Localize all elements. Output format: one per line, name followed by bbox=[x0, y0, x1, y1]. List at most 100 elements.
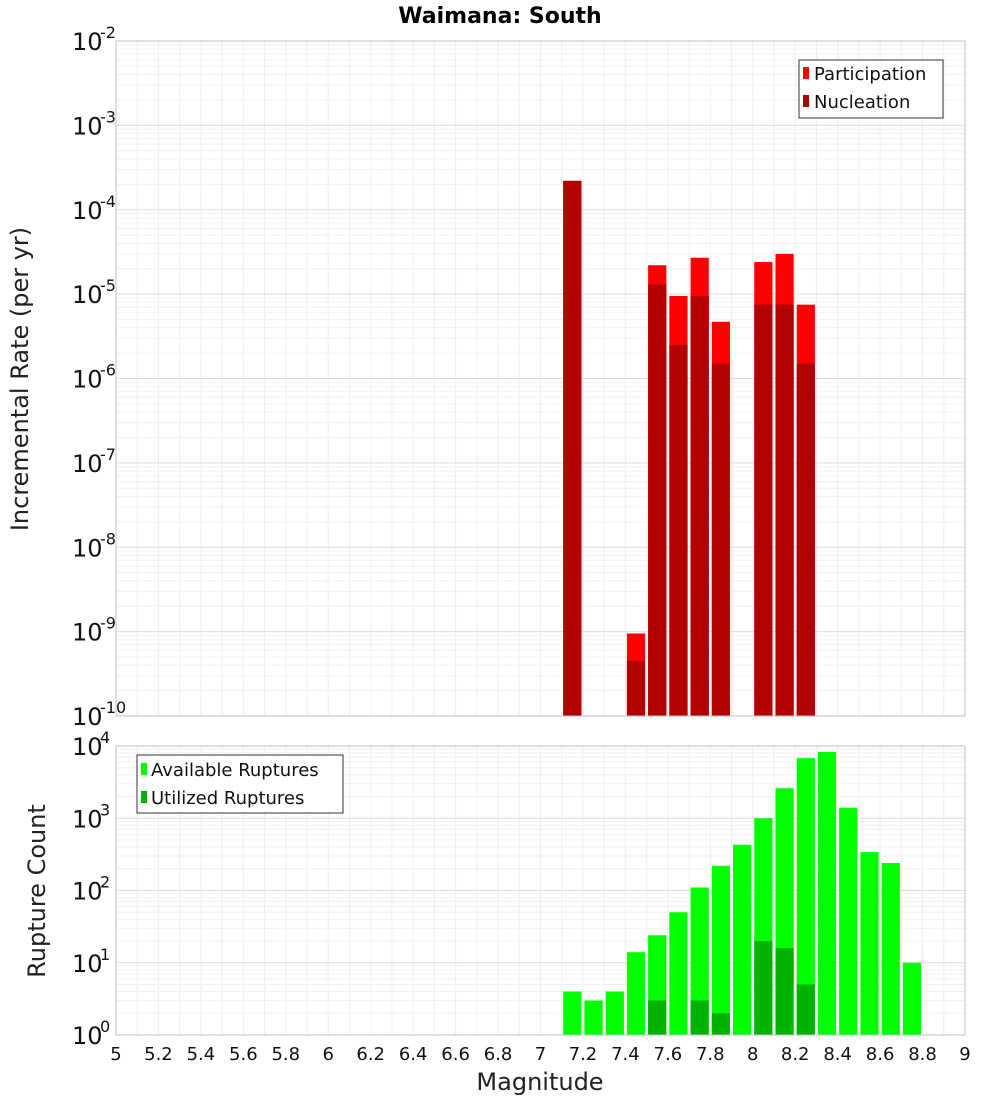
x-tick-label: 9 bbox=[959, 1044, 970, 1065]
nucleation-bar bbox=[626, 660, 646, 716]
utilized-swatch bbox=[141, 791, 147, 803]
rate-y-tick-base: 10 bbox=[72, 450, 103, 478]
count-y-tick-exponent: 3 bbox=[100, 800, 110, 819]
rate-y-tick-base: 10 bbox=[72, 28, 103, 56]
rate-y-axis-label: Incremental Rate (per yr) bbox=[6, 227, 34, 531]
available-ruptures-bar bbox=[563, 991, 582, 1035]
count-y-tick-base: 10 bbox=[72, 805, 103, 833]
nucleation-swatch bbox=[803, 95, 809, 107]
available-ruptures-bar bbox=[839, 807, 858, 1035]
utilized-ruptures-bar bbox=[711, 1013, 731, 1035]
x-axis-label: Magnitude bbox=[476, 1068, 603, 1096]
participation-swatch bbox=[803, 67, 809, 79]
x-tick-label: 5.4 bbox=[187, 1044, 216, 1065]
available-ruptures-bar bbox=[626, 952, 646, 1035]
count-y-tick-base: 10 bbox=[72, 733, 103, 761]
rate-y-tick-base: 10 bbox=[72, 281, 103, 309]
count-grid bbox=[116, 745, 965, 1036]
rate-y-tick-base: 10 bbox=[72, 619, 103, 647]
rate-plot-border bbox=[115, 40, 966, 717]
x-tick-label: 8.4 bbox=[823, 1044, 852, 1065]
utilized-ruptures-bar bbox=[796, 984, 815, 1035]
nucleation-bar bbox=[563, 180, 582, 716]
x-tick-label: 8.2 bbox=[781, 1044, 810, 1065]
count-y-tick-exponent: 4 bbox=[100, 728, 110, 747]
count-y-axis-label: Rupture Count bbox=[23, 804, 51, 978]
x-tick-label: 7.6 bbox=[654, 1044, 683, 1065]
x-tick-label: 7 bbox=[535, 1044, 546, 1065]
legend-utilized: Utilized Ruptures bbox=[151, 788, 304, 809]
utilized-ruptures-bar bbox=[648, 1000, 667, 1035]
legend-participation: Participation bbox=[814, 64, 926, 85]
count-legend-box bbox=[136, 754, 344, 814]
x-tick-label: 6 bbox=[323, 1044, 334, 1065]
x-tick-labels: 5 5.2 5.4 5.6 5.8 6 6.2 6.4 6.6 6.8 7 7.2 7.4 7.6 7.8 8… bbox=[110, 1044, 970, 1065]
rate-bars bbox=[563, 180, 815, 716]
available-ruptures-bar bbox=[817, 751, 837, 1035]
available-ruptures-bar bbox=[711, 865, 731, 1035]
available-ruptures-bar bbox=[860, 852, 879, 1035]
nucleation-bar bbox=[711, 363, 731, 716]
rate-legend-box bbox=[798, 59, 944, 119]
x-tick-label: 7.4 bbox=[611, 1044, 640, 1065]
rate-legend: Participation Nucleation bbox=[798, 59, 944, 119]
count-y-tick-base: 10 bbox=[72, 1022, 103, 1050]
count-bars bbox=[563, 751, 922, 1035]
available-ruptures-bar bbox=[733, 844, 752, 1035]
available-ruptures-bar bbox=[584, 1000, 603, 1035]
rate-y-tick-exponent: -10 bbox=[100, 698, 126, 717]
count-plot-border bbox=[115, 745, 966, 1036]
rate-y-tick-base: 10 bbox=[72, 112, 103, 140]
x-tick-label: 6.2 bbox=[356, 1044, 385, 1065]
count-y-tick-exponent: 2 bbox=[100, 873, 110, 892]
rate-y-tick-exponent: -4 bbox=[100, 192, 116, 211]
available-ruptures-bar bbox=[796, 758, 815, 1035]
available-ruptures-bar bbox=[902, 962, 922, 1035]
nucleation-bar bbox=[690, 296, 709, 716]
rate-y-tick-base: 10 bbox=[72, 534, 103, 562]
utilized-ruptures-bar bbox=[754, 941, 773, 1035]
available-swatch bbox=[141, 763, 147, 775]
nucleation-bar bbox=[796, 363, 815, 716]
x-tick-label: 8.6 bbox=[866, 1044, 895, 1065]
count-y-tick-base: 10 bbox=[72, 878, 103, 906]
available-ruptures-bar bbox=[881, 863, 900, 1035]
nucleation-bar bbox=[754, 304, 773, 716]
x-tick-label: 7.2 bbox=[569, 1044, 598, 1065]
rate-y-tick-exponent: -7 bbox=[100, 445, 116, 464]
x-tick-label: 8 bbox=[747, 1044, 758, 1065]
x-tick-label: 6.6 bbox=[441, 1044, 470, 1065]
x-tick-label: 5.6 bbox=[229, 1044, 258, 1065]
rate-y-tick-base: 10 bbox=[72, 703, 103, 731]
count-y-tick-exponent: 1 bbox=[100, 945, 110, 964]
legend-nucleation: Nucleation bbox=[814, 92, 910, 113]
utilized-ruptures-bar bbox=[775, 948, 794, 1035]
rate-y-tick-exponent: -8 bbox=[100, 529, 116, 548]
available-ruptures-bar bbox=[605, 991, 624, 1035]
count-y-tick-base: 10 bbox=[72, 950, 103, 978]
available-ruptures-bar bbox=[690, 887, 709, 1035]
rate-y-tick-exponent: -5 bbox=[100, 276, 116, 295]
x-tick-label: 5.2 bbox=[144, 1044, 173, 1065]
x-tick-label: 6.8 bbox=[484, 1044, 513, 1065]
rate-y-tick-exponent: -2 bbox=[100, 23, 116, 42]
nucleation-bar bbox=[775, 304, 794, 716]
rate-y-tick-exponent: -6 bbox=[100, 361, 116, 380]
x-tick-label: 6.4 bbox=[399, 1044, 428, 1065]
utilized-ruptures-bar bbox=[690, 1000, 709, 1035]
count-legend: Available Ruptures Utilized Ruptures bbox=[136, 754, 344, 814]
x-tick-label: 5.8 bbox=[271, 1044, 300, 1065]
rate-y-tick-base: 10 bbox=[72, 366, 103, 394]
available-ruptures-bar bbox=[669, 912, 688, 1035]
count-y-tick-exponent: 0 bbox=[100, 1017, 110, 1036]
nucleation-bar bbox=[669, 344, 688, 716]
x-tick-label: 5 bbox=[110, 1044, 121, 1065]
rate-y-tick-exponent: -3 bbox=[100, 107, 116, 126]
x-tick-label: 7.8 bbox=[696, 1044, 725, 1065]
nucleation-bar bbox=[648, 284, 667, 716]
